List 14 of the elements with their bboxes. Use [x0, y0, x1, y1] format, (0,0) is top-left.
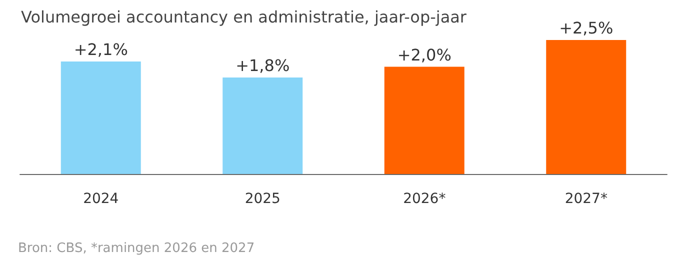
- x-tick-label: 2027*: [564, 191, 608, 207]
- data-label: +2,5%: [559, 18, 614, 38]
- text: Bron: CBS, *ramingen 2026 en 2027: [18, 241, 255, 256]
- data-label: +2,1%: [74, 40, 128, 59]
- bar: [222, 78, 303, 174]
- chart-title: Volumegroei accountancy en administratie, jaar-op-jaar: [21, 8, 467, 26]
- x-tick-label: 2024: [83, 191, 119, 207]
- bar: [546, 40, 626, 174]
- x-tick-label: 2026*: [403, 191, 446, 207]
- bar: [60, 61, 141, 174]
- bar: [384, 66, 464, 174]
- data-label: +2,0%: [397, 45, 452, 64]
- x-tick-label: 2025: [244, 191, 280, 207]
- data-label: +1,8%: [236, 56, 290, 76]
